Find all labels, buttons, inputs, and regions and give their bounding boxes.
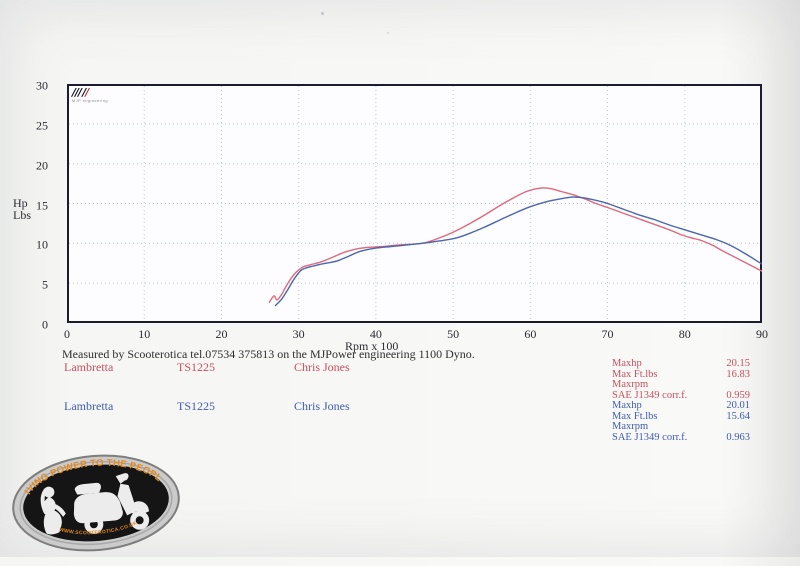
- x-tick-label: 0: [64, 327, 70, 341]
- x-tick-label: 20: [215, 327, 228, 341]
- y-axis-labels: 0 5 10 15 20 25 30: [18, 79, 48, 332]
- stat-line: Max Ft.lbs 15.64: [612, 410, 750, 422]
- run-rider: Chris Jones: [294, 360, 350, 374]
- y-tick-label: 30: [36, 78, 48, 93]
- y-tick-label: 5: [42, 277, 48, 292]
- x-tick-label: 40: [369, 327, 382, 341]
- measured-by-caption: Measured by Scooterotica tel.07534 37581…: [62, 347, 475, 361]
- dyno-plot-svg: [67, 84, 763, 323]
- stats-block-red: Maxhp 20.15 Max Ft.lbs 16.83 Maxrpm SAE J1…: [612, 358, 750, 401]
- mjp-logo-slashes: /// //: [72, 86, 89, 99]
- scooterotica-badge: GIVING POWER TO THE PEOPLE! WWW.SCOOTERO…: [1, 438, 186, 562]
- stat-line: Max Ft.lbs 16.83: [612, 368, 750, 380]
- scooter-silhouette: [73, 473, 150, 534]
- x-tick-label: 60: [524, 327, 537, 341]
- scooter-girl-silhouette: [40, 486, 66, 535]
- x-tick-label: 50: [447, 327, 460, 341]
- dyno-chart: /// // MJP engineering: [67, 84, 763, 323]
- stat-line: Maxhp 20.01: [612, 400, 750, 411]
- mjp-logo-subtext: MJP engineering: [72, 98, 108, 103]
- x-axis-labels: 0 10 20 30 40 50 60 70 80 90: [64, 327, 768, 341]
- y-tick-label: 10: [36, 237, 48, 252]
- badge-svg: GIVING POWER TO THE PEOPLE! WWW.SCOOTERO…: [1, 438, 180, 552]
- dust-speck: [387, 32, 389, 34]
- stat-line: SAE J1349 corr.f. 0.963: [612, 431, 750, 443]
- stat-line: Maxrpm: [612, 379, 649, 391]
- x-tick-label: 90: [756, 327, 768, 341]
- run-model: TS1225: [177, 360, 216, 374]
- run-rider: Chris Jones: [294, 399, 350, 413]
- run-model: TS1225: [177, 399, 216, 413]
- y-tick-label: 15: [36, 198, 48, 212]
- x-tick-label: 70: [601, 327, 614, 341]
- dyno-curve-red: [268, 187, 763, 303]
- x-tick-label: 10: [138, 327, 151, 341]
- badge-inner-ring: [19, 460, 173, 546]
- y-tick-label: 20: [36, 158, 48, 173]
- stat-line: Maxrpm: [612, 421, 649, 433]
- x-tick-label: 80: [678, 327, 691, 341]
- run-make: Lambretta: [64, 399, 114, 413]
- y-tick-label: 25: [36, 118, 48, 133]
- stats-block-blue: Maxhp 20.01 Max Ft.lbs 15.64 Maxrpm SAE J1…: [612, 400, 750, 443]
- stat-line: SAE J1349 corr.f. 0.959: [612, 389, 750, 401]
- y-tick-label: 0: [42, 317, 48, 332]
- dyno-curve-blue: [274, 196, 763, 307]
- stat-line: Maxhp 20.15: [612, 358, 750, 369]
- mjp-logo: /// // MJP engineering: [72, 87, 108, 105]
- run-make: Lambretta: [64, 360, 114, 374]
- x-tick-label: 30: [292, 327, 305, 341]
- dust-speck: [321, 12, 324, 15]
- y-axis-title: Hp Lbs: [13, 196, 31, 222]
- x-axis-title: Rpm x 100: [345, 339, 399, 353]
